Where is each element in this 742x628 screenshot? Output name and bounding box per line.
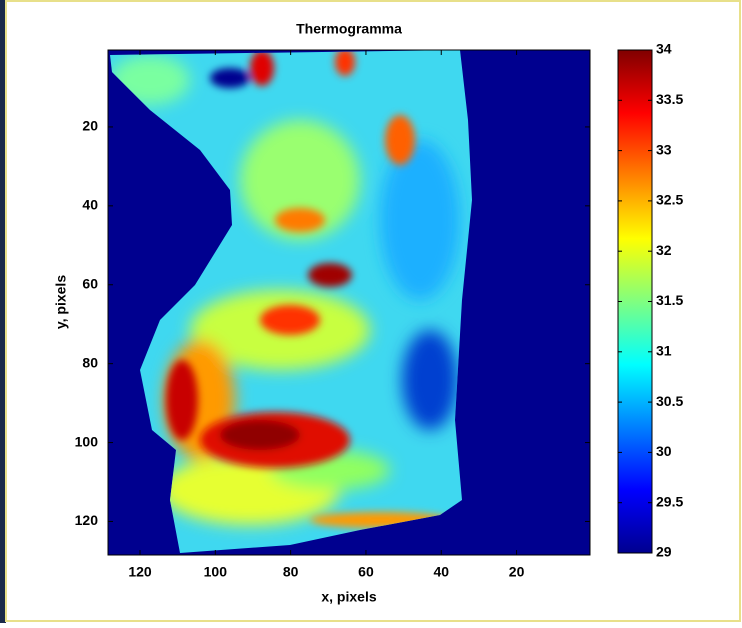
axes-box [107,49,591,556]
y-tick-label: 20 [82,118,98,134]
colorbar-tick-label: 30 [656,443,672,459]
x-tick-label: 60 [358,564,374,580]
window-edge [0,0,6,623]
thermal-image [108,50,590,555]
colorbar-tick-label: 29 [656,544,672,560]
colorbar-tick-label: 33.5 [656,91,683,107]
y-tick-label: 120 [75,512,99,528]
y-axis-label: y, pixels [53,275,69,329]
y-tick-label: 100 [75,433,99,449]
x-tick-label: 120 [128,564,152,580]
x-tick-label: 20 [509,564,525,580]
x-tick-label: 40 [433,564,449,580]
colorbar-tick-label: 29.5 [656,493,683,509]
colorbar-tick-label: 32 [656,242,672,258]
window-frame [5,0,741,622]
colorbar-tick-label: 30.5 [656,393,683,409]
y-tick-label: 80 [82,354,98,370]
chart-title: Thermogramma [296,21,402,37]
y-tick-label: 60 [82,275,98,291]
x-axis-label: x, pixels [321,589,376,605]
y-tick-label: 40 [82,197,98,213]
x-tick-label: 80 [283,564,299,580]
x-tick-label: 100 [204,564,228,580]
colorbar-tick-label: 34 [656,41,672,57]
colorbar [617,49,653,554]
colorbar-tick-label: 32.5 [656,192,683,208]
colorbar-tick-label: 33 [656,141,672,157]
colorbar-tick-label: 31 [656,343,672,359]
colorbar-tick-label: 31.5 [656,292,683,308]
